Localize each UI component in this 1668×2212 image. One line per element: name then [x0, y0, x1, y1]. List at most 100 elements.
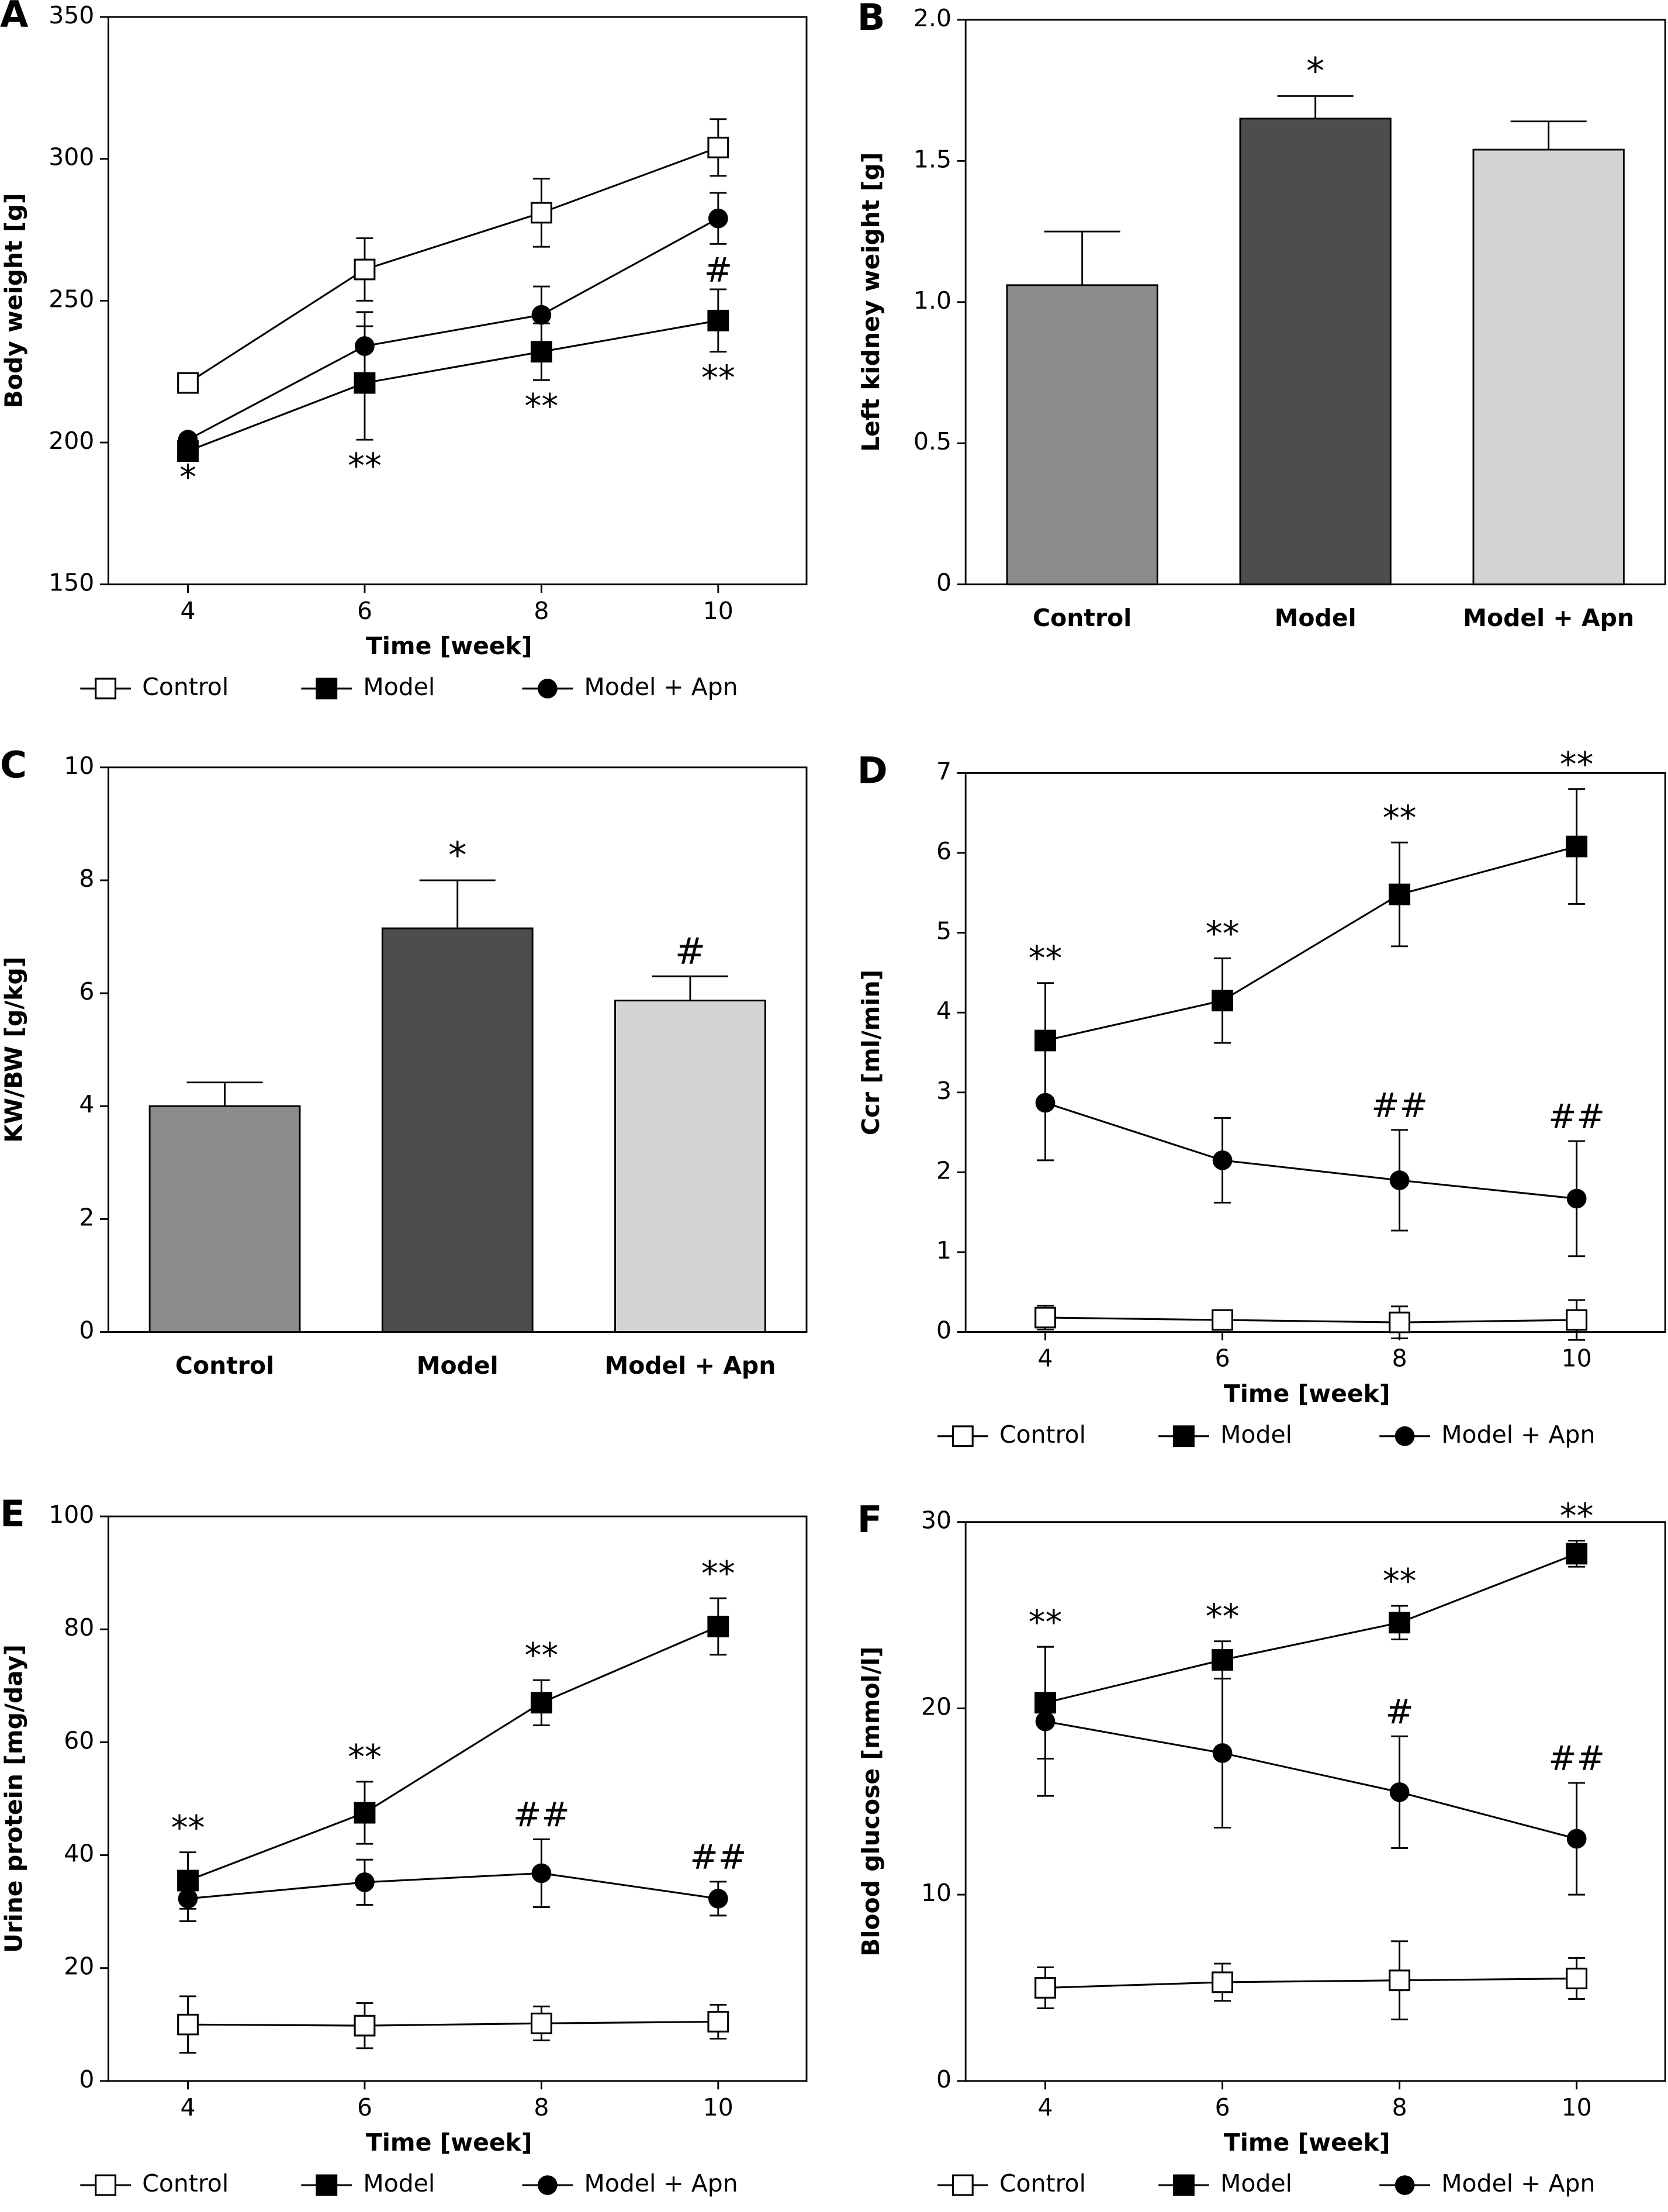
data-point: [1566, 1188, 1587, 1209]
plot-frame: [964, 1521, 1666, 2082]
panel-label: E: [0, 1492, 25, 1535]
y-tick-label: 0: [936, 1316, 951, 1345]
y-tick-label: 1: [936, 1236, 951, 1264]
data-point: [1566, 1968, 1588, 1989]
significance-mark: **: [348, 1737, 382, 1777]
data-point: [178, 430, 198, 450]
data-point: [1212, 1971, 1234, 1993]
y-tick-label: 2: [79, 1203, 94, 1231]
series-line: [188, 2020, 718, 2027]
x-tick-label: 10: [1562, 2093, 1592, 2121]
x-tick-label: Model + Apn: [604, 1352, 776, 1380]
significance-mark: **: [348, 445, 382, 485]
y-axis-label: Body weight [g]: [0, 193, 27, 408]
bar: [614, 1000, 766, 1333]
significance-mark: **: [701, 358, 735, 398]
data-point: [531, 305, 552, 325]
legend-label: Control: [999, 2169, 1086, 2197]
data-point: [1034, 1029, 1056, 1052]
bar: [1239, 117, 1392, 586]
x-tick-label: 10: [703, 2093, 733, 2121]
y-tick-label: 40: [64, 1840, 94, 1868]
significance-mark: **: [1560, 744, 1594, 784]
x-axis-label: Time [week]: [1224, 2128, 1390, 2156]
data-point: [354, 372, 376, 394]
data-point: [1389, 1612, 1411, 1634]
x-tick-label: 10: [1562, 1345, 1592, 1373]
panel-label: B: [857, 0, 885, 39]
data-point: [708, 1889, 728, 1909]
y-tick-label: 0: [79, 1316, 94, 1345]
x-tick-label: Model: [417, 1352, 499, 1380]
x-tick-label: Control: [175, 1352, 274, 1380]
series-line: [187, 1625, 719, 1882]
legend-label: Model + Apn: [1441, 2169, 1595, 2197]
x-axis-label: Time [week]: [1224, 1380, 1390, 1408]
y-tick-label: 6: [936, 837, 951, 865]
plot-frame: [964, 772, 1666, 1333]
y-tick-label: 300: [49, 143, 94, 171]
x-tick-label: 6: [1215, 2093, 1230, 2121]
data-point: [1212, 1309, 1234, 1331]
legend-label: Model: [1220, 1420, 1292, 1449]
bar: [1472, 148, 1625, 586]
y-axis-label: Blood glucose [mmol/l]: [857, 1647, 885, 1957]
data-point: [354, 2014, 376, 2037]
y-tick-label: 250: [49, 285, 94, 313]
legend-marker: [1173, 2174, 1195, 2196]
data-point: [530, 341, 552, 363]
x-axis-label: Time [week]: [366, 2128, 532, 2156]
legend-marker: [538, 2175, 558, 2195]
significance-mark: ##: [513, 1795, 570, 1834]
legend-label: Control: [999, 1420, 1086, 1449]
legend-label: Model: [1220, 2169, 1292, 2197]
data-point: [1389, 1170, 1410, 1190]
significance-mark: ##: [1548, 1738, 1605, 1778]
x-tick-label: 10: [703, 597, 733, 625]
y-axis-label: Left kidney weight [g]: [857, 153, 885, 452]
x-tick-label: 4: [1038, 1345, 1053, 1373]
panel-label: F: [857, 1498, 883, 1541]
data-point: [1389, 883, 1411, 905]
significance-mark: **: [1206, 914, 1240, 953]
legend-marker: [538, 679, 558, 699]
significance-mark: ##: [690, 1837, 746, 1876]
significance-mark: *: [179, 457, 196, 497]
bar: [1006, 284, 1158, 586]
x-tick-label: Model + Apn: [1463, 604, 1634, 632]
y-tick-label: 100: [49, 1501, 94, 1529]
data-point: [1034, 1977, 1056, 1999]
series-line: [187, 319, 719, 452]
x-tick-label: 4: [181, 597, 196, 625]
plot-frame: [108, 16, 808, 586]
y-tick-label: 0: [936, 2065, 951, 2093]
x-tick-label: 6: [1215, 1345, 1230, 1373]
data-point: [1566, 1829, 1587, 1849]
significance-mark: **: [1029, 1602, 1063, 1642]
data-point: [1389, 1969, 1411, 1992]
bar: [148, 1105, 301, 1333]
panel-label: C: [0, 744, 27, 786]
legend-marker: [1394, 2175, 1415, 2195]
y-tick-label: 6: [79, 977, 94, 1005]
data-point: [530, 2012, 552, 2034]
x-axis-label: Time [week]: [366, 632, 532, 660]
x-tick-label: 4: [1038, 2093, 1053, 2121]
y-tick-label: 20: [64, 1952, 94, 1981]
y-tick-label: 8: [79, 865, 94, 893]
significance-mark: ##: [1548, 1097, 1605, 1136]
data-point: [707, 2011, 729, 2033]
y-tick-label: 5: [936, 917, 951, 945]
significance-mark: **: [524, 386, 558, 426]
y-axis-label: Ccr [ml/min]: [857, 970, 885, 1136]
y-tick-label: 150: [49, 569, 94, 597]
y-tick-label: 80: [64, 1613, 94, 1641]
y-tick-label: 3: [936, 1077, 951, 1105]
data-point: [177, 372, 199, 394]
legend-marker: [316, 678, 338, 700]
data-point: [355, 336, 375, 356]
data-point: [1566, 835, 1588, 858]
legend-label: Model + Apn: [584, 673, 738, 701]
